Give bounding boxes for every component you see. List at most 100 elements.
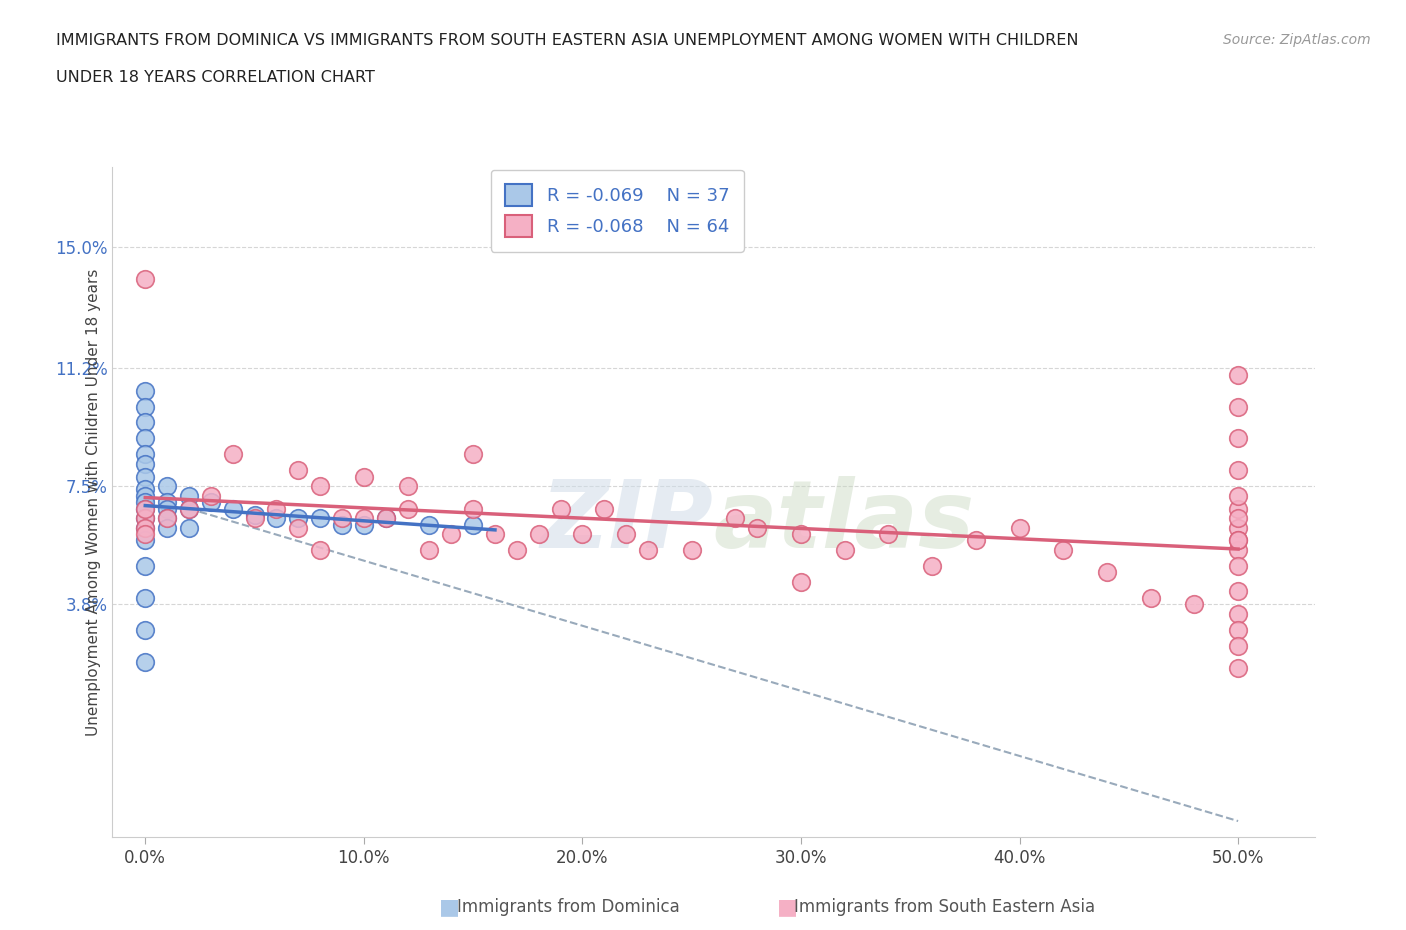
Point bbox=[790, 575, 813, 590]
Point bbox=[156, 495, 179, 510]
Point bbox=[1227, 501, 1250, 516]
Point bbox=[134, 399, 156, 414]
Point bbox=[134, 559, 156, 574]
Point bbox=[506, 542, 529, 557]
Point bbox=[200, 495, 222, 510]
Point bbox=[156, 501, 179, 516]
Point bbox=[461, 517, 484, 532]
Point bbox=[134, 654, 156, 669]
Text: ■: ■ bbox=[440, 897, 460, 917]
Point bbox=[396, 479, 419, 494]
Point bbox=[1227, 511, 1250, 525]
Point bbox=[134, 431, 156, 445]
Point bbox=[243, 511, 266, 525]
Point bbox=[527, 526, 550, 541]
Point bbox=[637, 542, 659, 557]
Text: Immigrants from Dominica: Immigrants from Dominica bbox=[457, 897, 679, 916]
Point bbox=[593, 501, 616, 516]
Text: Immigrants from South Eastern Asia: Immigrants from South Eastern Asia bbox=[794, 897, 1095, 916]
Point bbox=[1227, 533, 1250, 548]
Point bbox=[134, 622, 156, 637]
Point bbox=[156, 511, 179, 525]
Point bbox=[134, 501, 156, 516]
Point bbox=[374, 511, 396, 525]
Point bbox=[222, 447, 245, 462]
Point bbox=[1227, 431, 1250, 445]
Point bbox=[177, 501, 200, 516]
Point bbox=[747, 520, 769, 535]
Text: ■: ■ bbox=[778, 897, 797, 917]
Point bbox=[1227, 542, 1250, 557]
Point bbox=[287, 463, 309, 478]
Point bbox=[1008, 520, 1031, 535]
Point bbox=[287, 520, 309, 535]
Point bbox=[330, 517, 353, 532]
Point bbox=[1227, 463, 1250, 478]
Point bbox=[134, 272, 156, 286]
Point bbox=[177, 488, 200, 503]
Point bbox=[309, 542, 332, 557]
Point bbox=[1227, 638, 1250, 653]
Point bbox=[1227, 488, 1250, 503]
Point bbox=[134, 526, 156, 541]
Point bbox=[134, 591, 156, 605]
Point bbox=[1139, 591, 1161, 605]
Point bbox=[834, 542, 856, 557]
Point bbox=[571, 526, 593, 541]
Point bbox=[461, 447, 484, 462]
Point bbox=[134, 482, 156, 497]
Point bbox=[177, 501, 200, 516]
Point bbox=[724, 511, 747, 525]
Point bbox=[134, 511, 156, 525]
Point bbox=[1227, 367, 1250, 382]
Point bbox=[1227, 606, 1250, 621]
Point bbox=[1095, 565, 1118, 579]
Point bbox=[200, 488, 222, 503]
Point bbox=[1227, 559, 1250, 574]
Point bbox=[550, 501, 572, 516]
Point bbox=[134, 511, 156, 525]
Point bbox=[353, 517, 375, 532]
Point bbox=[243, 508, 266, 523]
Point bbox=[396, 501, 419, 516]
Point bbox=[134, 533, 156, 548]
Point bbox=[266, 511, 288, 525]
Point bbox=[330, 511, 353, 525]
Point bbox=[1184, 597, 1206, 612]
Point bbox=[1227, 622, 1250, 637]
Point bbox=[156, 511, 179, 525]
Point bbox=[877, 526, 900, 541]
Point bbox=[134, 457, 156, 472]
Point bbox=[1227, 399, 1250, 414]
Text: ZIP: ZIP bbox=[541, 476, 713, 568]
Point bbox=[418, 517, 440, 532]
Point bbox=[1227, 660, 1250, 675]
Point bbox=[177, 520, 200, 535]
Point bbox=[134, 415, 156, 430]
Point bbox=[1052, 542, 1074, 557]
Point bbox=[418, 542, 440, 557]
Point bbox=[222, 501, 245, 516]
Point bbox=[134, 520, 156, 535]
Point bbox=[287, 511, 309, 525]
Text: IMMIGRANTS FROM DOMINICA VS IMMIGRANTS FROM SOUTH EASTERN ASIA UNEMPLOYMENT AMON: IMMIGRANTS FROM DOMINICA VS IMMIGRANTS F… bbox=[56, 33, 1078, 47]
Point bbox=[1227, 520, 1250, 535]
Point bbox=[790, 526, 813, 541]
Point bbox=[1227, 533, 1250, 548]
Point bbox=[309, 511, 332, 525]
Point bbox=[134, 383, 156, 398]
Point bbox=[134, 470, 156, 485]
Point bbox=[681, 542, 703, 557]
Point bbox=[134, 495, 156, 510]
Text: UNDER 18 YEARS CORRELATION CHART: UNDER 18 YEARS CORRELATION CHART bbox=[56, 70, 375, 85]
Point bbox=[134, 447, 156, 462]
Legend: R = -0.069    N = 37, R = -0.068    N = 64: R = -0.069 N = 37, R = -0.068 N = 64 bbox=[491, 170, 744, 252]
Point bbox=[1227, 584, 1250, 599]
Point bbox=[156, 520, 179, 535]
Point bbox=[965, 533, 987, 548]
Point bbox=[353, 470, 375, 485]
Point bbox=[484, 526, 506, 541]
Point bbox=[134, 520, 156, 535]
Point bbox=[461, 501, 484, 516]
Point bbox=[614, 526, 637, 541]
